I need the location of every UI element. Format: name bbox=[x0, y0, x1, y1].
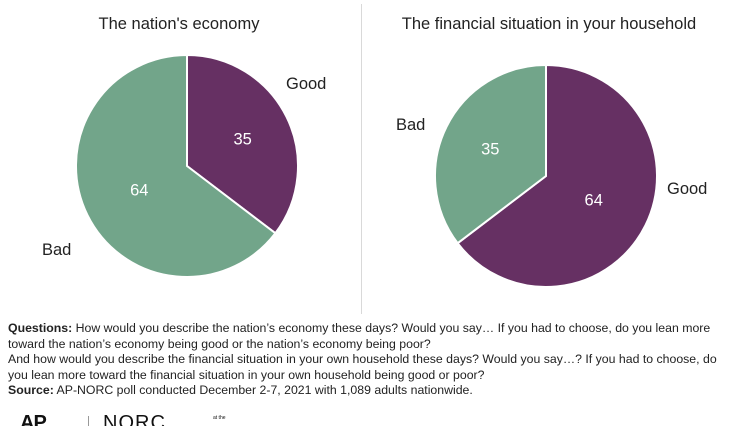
pie-1-value-label-good: 35 bbox=[234, 130, 252, 148]
chart-2-good-label: Good bbox=[667, 180, 707, 198]
chart-2-bad-label: Bad bbox=[396, 116, 425, 134]
chart-notes: Questions: How would you describe the na… bbox=[8, 321, 730, 399]
logo-separator bbox=[88, 416, 89, 426]
pie-2-slice-good bbox=[456, 63, 658, 288]
chart-1-title: The nation's economy bbox=[99, 15, 261, 33]
chart-2-title: The financial situation in your househol… bbox=[402, 15, 696, 33]
ap-logo: AP bbox=[20, 412, 47, 426]
questions-text-2: And how would you describe the financial… bbox=[8, 352, 717, 382]
pie-2-value-label-good: 64 bbox=[585, 192, 603, 210]
pie-charts: The nation's economy 35 64 Good Bad The f… bbox=[42, 15, 707, 288]
source-text: AP-NORC poll conducted December 2-7, 202… bbox=[53, 383, 473, 398]
pie-1-value-label-bad: 64 bbox=[130, 182, 148, 200]
questions-text-1: How would you describe the nation’s econ… bbox=[8, 321, 711, 351]
pie-chart-economy: 35 64 bbox=[75, 53, 299, 278]
pie-2-slice-bad bbox=[434, 63, 547, 245]
logo-strip: AP NORC at the bbox=[8, 412, 268, 426]
chart-divider bbox=[361, 4, 362, 314]
questions-note: Questions: How would you describe the na… bbox=[8, 321, 730, 352]
pie-chart-household: 64 35 bbox=[434, 63, 658, 288]
pie-1-slice-bad bbox=[75, 53, 277, 278]
chart-1-good-label: Good bbox=[286, 75, 326, 93]
chart-1-bad-label: Bad bbox=[42, 241, 71, 259]
pie-1-slice-good bbox=[186, 53, 299, 235]
questions-label: Questions: bbox=[8, 321, 73, 335]
pie-2-value-label-bad: 35 bbox=[481, 140, 499, 158]
norc-logo-small-text: at the bbox=[213, 415, 226, 421]
source-note: Source: AP-NORC poll conducted December … bbox=[8, 383, 730, 399]
source-label: Source: bbox=[8, 383, 54, 398]
norc-logo: NORC bbox=[103, 412, 166, 426]
